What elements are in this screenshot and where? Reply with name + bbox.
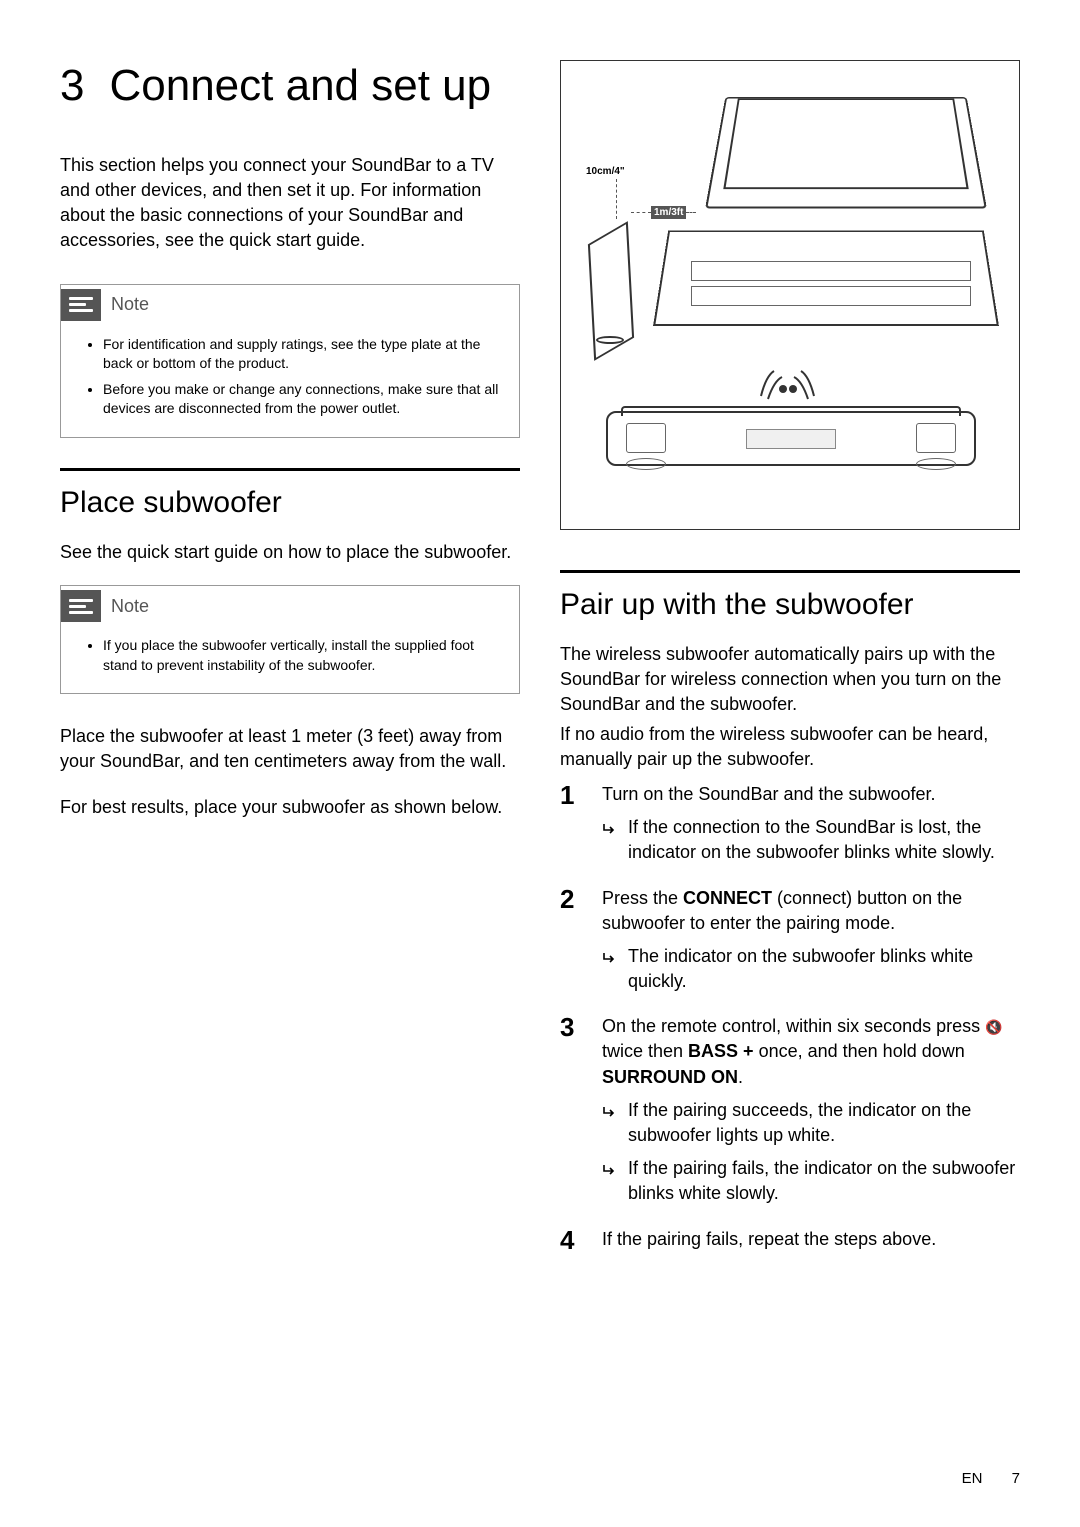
place-p2: Place the subwoofer at least 1 meter (3 … — [60, 724, 520, 774]
step-number: 1 — [560, 782, 584, 872]
pair-p1: The wireless subwoofer automatically pai… — [560, 642, 1020, 718]
step-text-bold: BASS + — [688, 1041, 754, 1061]
place-p1: See the quick start guide on how to plac… — [60, 540, 520, 565]
step-4: 4 If the pairing fails, repeat the steps… — [560, 1227, 1020, 1253]
step-text: If the pairing fails, repeat the steps a… — [602, 1229, 936, 1249]
step-sub: If the pairing succeeds, the indicator o… — [628, 1098, 1020, 1148]
result-arrow-icon — [602, 818, 618, 865]
step-number: 3 — [560, 1014, 584, 1212]
intro-text: This section helps you connect your Soun… — [60, 153, 520, 254]
step-number: 4 — [560, 1227, 584, 1253]
diagram-label-10cm: 10cm/4" — [586, 166, 625, 177]
page-footer: EN 7 — [962, 1470, 1020, 1487]
chapter-heading: Connect and set up — [109, 60, 491, 113]
step-sub: If the pairing fails, the indicator on t… — [628, 1156, 1020, 1206]
note-header: Note — [61, 285, 519, 325]
section-pair-title: Pair up with the subwoofer — [560, 588, 1020, 622]
result-arrow-icon — [602, 1101, 618, 1148]
step-text-post2: . — [738, 1067, 743, 1087]
chapter-number: 3 — [60, 60, 84, 113]
step-text: Turn on the SoundBar and the subwoofer. — [602, 784, 936, 804]
place-p3: For best results, place your subwoofer a… — [60, 795, 520, 820]
note-icon — [61, 289, 101, 321]
step-text-mid: twice then — [602, 1041, 688, 1061]
note-label: Note — [111, 596, 149, 617]
note1-item: Before you make or change any connection… — [103, 380, 504, 419]
note-box-1: Note For identification and supply ratin… — [60, 284, 520, 438]
left-column: 3 Connect and set up This section helps … — [60, 60, 520, 1267]
section-rule — [560, 570, 1020, 573]
step-text-post: once, and then hold down — [754, 1041, 965, 1061]
section-place-title: Place subwoofer — [60, 486, 520, 520]
step-sub: If the connection to the SoundBar is los… — [628, 815, 1020, 865]
note-box-2: Note If you place the subwoofer vertical… — [60, 585, 520, 694]
soundwave-icon — [756, 361, 826, 401]
step-2: 2 Press the CONNECT (connect) button on … — [560, 886, 1020, 1001]
step-text-bold: SURROUND ON — [602, 1067, 738, 1087]
pair-p2: If no audio from the wireless subwoofer … — [560, 722, 1020, 772]
step-sub: The indicator on the subwoofer blinks wh… — [628, 944, 1020, 994]
result-arrow-icon — [602, 947, 618, 994]
note-body: For identification and supply ratings, s… — [61, 325, 519, 437]
note2-item: If you place the subwoofer vertically, i… — [103, 636, 504, 675]
note-label: Note — [111, 294, 149, 315]
step-text-bold: CONNECT — [683, 888, 772, 908]
step-number: 2 — [560, 886, 584, 1001]
step-3: 3 On the remote control, within six seco… — [560, 1014, 1020, 1212]
result-arrow-icon — [602, 1159, 618, 1206]
step-text-pre: On the remote control, within six second… — [602, 1016, 985, 1036]
note-header: Note — [61, 586, 519, 626]
step-text-pre: Press the — [602, 888, 683, 908]
footer-page: 7 — [1012, 1470, 1020, 1487]
right-column: 10cm/4" 1m/3ft Pair up with the subwoofe… — [560, 60, 1020, 1267]
footer-lang: EN — [962, 1470, 983, 1487]
placement-diagram: 10cm/4" 1m/3ft — [560, 60, 1020, 530]
note-icon — [61, 590, 101, 622]
chapter-title: 3 Connect and set up — [60, 60, 520, 113]
note1-item: For identification and supply ratings, s… — [103, 335, 504, 374]
note-body: If you place the subwoofer vertically, i… — [61, 626, 519, 693]
diagram-label-1m: 1m/3ft — [651, 206, 686, 219]
step-1: 1 Turn on the SoundBar and the subwoofer… — [560, 782, 1020, 872]
mute-icon: 🔇 — [985, 1019, 1002, 1035]
section-rule — [60, 468, 520, 471]
